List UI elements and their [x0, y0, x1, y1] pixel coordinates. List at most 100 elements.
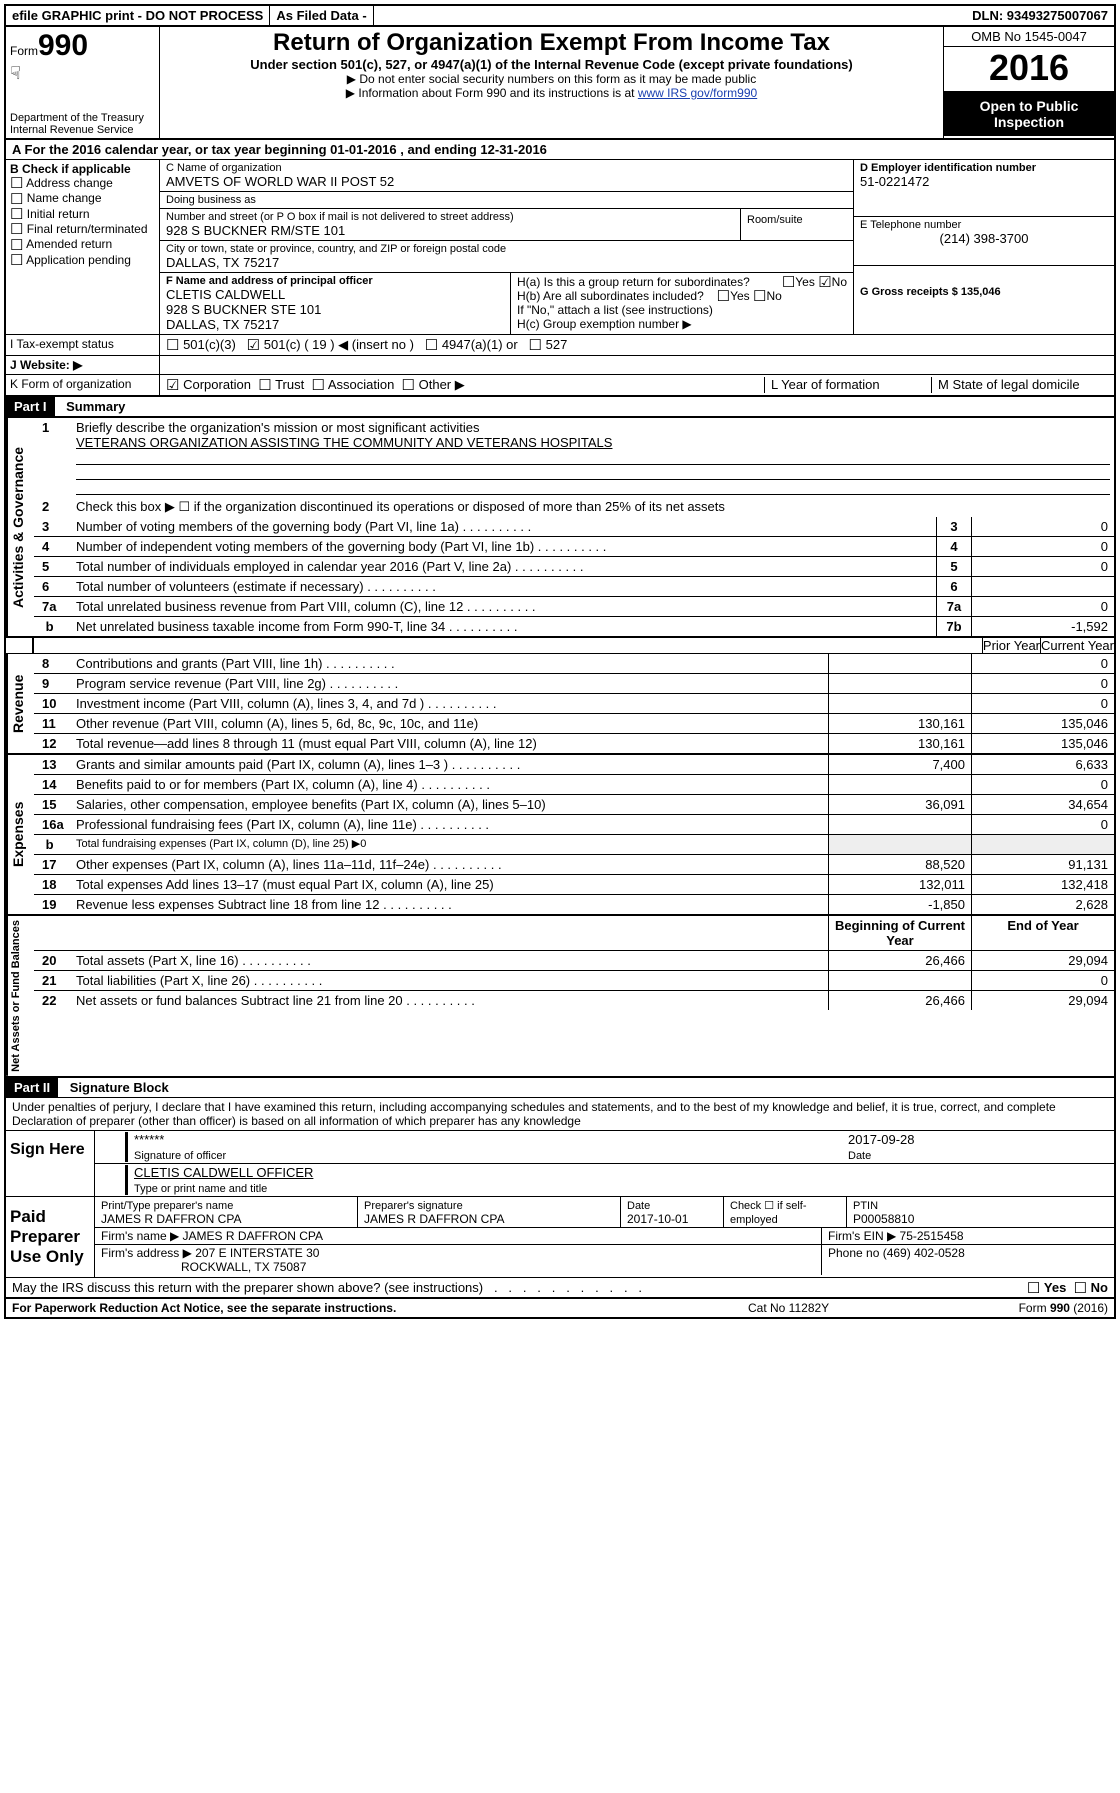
prior-year-hdr: Prior Year	[982, 638, 1040, 653]
c14: 0	[971, 775, 1114, 794]
opt-other: Other ▶	[419, 377, 465, 392]
penalty-text: Under penalties of perjury, I declare th…	[6, 1098, 1114, 1131]
l-year-formation: L Year of formation	[764, 377, 931, 393]
p15: 36,091	[828, 795, 971, 814]
opt-501c: 501(c) ( 19 ) ◀ (insert no )	[264, 337, 414, 352]
val4: 0	[971, 537, 1114, 556]
chk-name: Name change	[27, 191, 102, 205]
c13: 6,633	[971, 755, 1114, 774]
row-j-label: J Website: ▶	[6, 356, 159, 374]
sign-here-label: Sign Here	[6, 1131, 95, 1196]
hb-no: No	[766, 289, 781, 303]
header-mid: Return of Organization Exempt From Incom…	[160, 27, 943, 138]
c10: 0	[971, 694, 1114, 713]
sig-name-label: Type or print name and title	[134, 1183, 267, 1195]
line16a: Professional fundraising fees (Part IX, …	[72, 815, 828, 834]
prep-date-lbl: Date	[627, 1200, 650, 1212]
p16a	[828, 815, 971, 834]
open-inspection: Open to Public Inspection	[944, 92, 1114, 136]
p19: -1,850	[828, 895, 971, 914]
sig-officer-label: Signature of officer	[134, 1150, 226, 1162]
revenue-section: Revenue 8Contributions and grants (Part …	[6, 654, 1114, 755]
line18: Total expenses Add lines 13–17 (must equ…	[72, 875, 828, 894]
opt-501c3: 501(c)(3)	[183, 337, 236, 352]
p21	[828, 971, 971, 990]
form-subtitle: Under section 501(c), 527, or 4947(a)(1)…	[170, 57, 933, 72]
firm-addr-lbl: Firm's address ▶	[101, 1246, 192, 1260]
p12: 130,161	[828, 734, 971, 753]
city-label: City or town, state or province, country…	[166, 243, 847, 255]
sig-stars: ******	[134, 1132, 164, 1147]
val7b: -1,592	[971, 617, 1114, 636]
irs-link[interactable]: www IRS gov/form990	[638, 86, 757, 100]
prep-name: JAMES R DAFFRON CPA	[101, 1212, 241, 1226]
ein: 51-0221472	[860, 174, 1108, 189]
rev-vlabel: Revenue	[6, 654, 34, 753]
form-title: Return of Organization Exempt From Incom…	[170, 29, 933, 57]
p18: 132,011	[828, 875, 971, 894]
c22: 29,094	[971, 991, 1114, 1010]
telephone: (214) 398-3700	[860, 231, 1108, 246]
line17: Other expenses (Part IX, column (A), lin…	[72, 855, 828, 874]
footer-mid: Cat No 11282Y	[748, 1301, 948, 1315]
row-a-tax-year: A For the 2016 calendar year, or tax yea…	[6, 140, 1114, 160]
org-name: AMVETS OF WORLD WAR II POST 52	[166, 174, 847, 189]
gross-receipts: G Gross receipts $ 135,046	[860, 286, 1108, 298]
firm-ein: 75-2515458	[900, 1229, 964, 1243]
c12: 135,046	[971, 734, 1114, 753]
form-label: Form	[10, 44, 38, 58]
p22: 26,466	[828, 991, 971, 1010]
officer-street: 928 S BUCKNER STE 101	[166, 302, 504, 317]
ag-vlabel: Activities & Governance	[6, 418, 34, 636]
topbar: efile GRAPHIC print - DO NOT PROCESS As …	[6, 6, 1114, 27]
col-b-title: B Check if applicable	[10, 162, 155, 176]
p17: 88,520	[828, 855, 971, 874]
form-990-page: efile GRAPHIC print - DO NOT PROCESS As …	[4, 4, 1116, 1319]
line15: Salaries, other compensation, employee b…	[72, 795, 828, 814]
hb-note: If "No," attach a list (see instructions…	[517, 303, 847, 317]
form-number: 990	[38, 29, 88, 62]
ha-yes: Yes	[795, 275, 815, 289]
line16b: Total fundraising expenses (Part IX, col…	[72, 835, 828, 854]
paid-label: Paid Preparer Use Only	[6, 1197, 95, 1277]
col-b-checkboxes: B Check if applicable ☐ Address change ☐…	[6, 160, 160, 334]
p8	[828, 654, 971, 673]
row-k: K Form of organization ☑ Corporation ☐ T…	[6, 375, 1114, 397]
header-left: Form990 ☟ Department of the Treasury Int…	[6, 27, 160, 138]
opt-corp: Corporation	[183, 377, 251, 392]
firm-lbl: Firm's name ▶	[101, 1229, 179, 1243]
line7b: Net unrelated business taxable income fr…	[72, 617, 936, 636]
curr-year-hdr: Current Year	[1040, 638, 1114, 653]
hb-text: H(b) Are all subordinates included?	[517, 289, 704, 303]
line2: Check this box ▶ ☐ if the organization d…	[72, 497, 1114, 517]
ssn-note: ▶ Do not enter social security numbers o…	[170, 72, 933, 86]
c19: 2,628	[971, 895, 1114, 914]
tel-label: E Telephone number	[860, 219, 1108, 231]
c9: 0	[971, 674, 1114, 693]
discuss-text: May the IRS discuss this return with the…	[12, 1280, 483, 1295]
firm-name: JAMES R DAFFRON CPA	[183, 1229, 323, 1243]
line9: Program service revenue (Part VIII, line…	[72, 674, 828, 693]
discuss-row: May the IRS discuss this return with the…	[6, 1278, 1114, 1297]
c15: 34,654	[971, 795, 1114, 814]
row-k-label: K Form of organization	[6, 375, 159, 395]
header-right: OMB No 1545-0047 2016 Open to Public Ins…	[943, 27, 1114, 138]
part-ii-title: Signature Block	[62, 1080, 169, 1095]
firm-ein-lbl: Firm's EIN ▶	[828, 1229, 896, 1243]
line6: Total number of volunteers (estimate if …	[72, 577, 936, 596]
ein-label: D Employer identification number	[860, 162, 1108, 174]
p9	[828, 674, 971, 693]
chk-final: Final return/terminated	[27, 222, 148, 236]
ptin: P00058810	[853, 1212, 914, 1226]
opt-trust: Trust	[275, 377, 304, 392]
info-note-pre: ▶ Information about Form 990 and its ins…	[346, 86, 638, 100]
prep-sig: JAMES R DAFFRON CPA	[364, 1212, 504, 1226]
officer-name: CLETIS CALDWELL	[166, 287, 504, 302]
activities-governance: Activities & Governance 1 Briefly descri…	[6, 418, 1114, 638]
chk-amended: Amended return	[26, 237, 112, 251]
tax-year: 2016	[944, 47, 1114, 92]
na-end-hdr: End of Year	[971, 916, 1114, 950]
chk-initial: Initial return	[27, 207, 90, 221]
street-label: Number and street (or P O box if mail is…	[166, 211, 734, 223]
ptin-lbl: PTIN	[853, 1200, 878, 1212]
